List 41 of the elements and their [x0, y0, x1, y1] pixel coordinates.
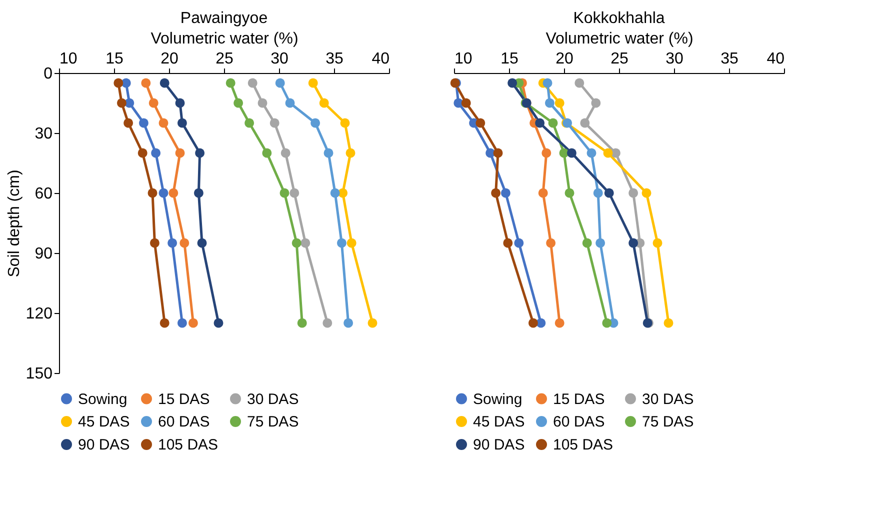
y-tick-label: 0: [44, 66, 53, 82]
x-axis-title: Volumetric water (%): [150, 30, 298, 48]
x-tick-label: 30: [666, 50, 684, 68]
x-tick-label: 15: [500, 50, 518, 68]
y-tick-label: 120: [26, 306, 53, 322]
y-tick-label: 150: [26, 366, 53, 382]
legend-label: 45 DAS: [473, 414, 525, 430]
legend-label: 60 DAS: [553, 414, 605, 430]
legend-label: 30 DAS: [642, 390, 694, 408]
legend-label: 15 DAS: [553, 390, 605, 408]
y-tick-label: 30: [34, 126, 53, 142]
chart-title: Kokkokhahla: [573, 10, 665, 27]
y-axis-title: Soil depth (cm): [6, 170, 23, 278]
x-tick-label: 10: [60, 50, 78, 68]
legend-label: 90 DAS: [78, 436, 130, 454]
x-tick-label: 30: [270, 50, 288, 68]
x-tick-label: 40: [766, 50, 785, 68]
chart-title: Pawaingyoe: [180, 10, 268, 27]
legend-label: 60 DAS: [158, 414, 210, 430]
x-tick-label: 35: [326, 50, 344, 68]
x-tick-label: 20: [160, 50, 178, 68]
legend-label: Sowing: [473, 390, 522, 408]
x-tick-label: 20: [556, 50, 574, 68]
legend-label: 30 DAS: [247, 390, 299, 408]
x-tick-label: 25: [610, 50, 628, 68]
x-tick-label: 40: [372, 50, 390, 68]
legend-label: 45 DAS: [78, 414, 130, 430]
x-axis-title: Volumetric water (%): [546, 30, 694, 48]
legend-label: 90 DAS: [473, 436, 525, 454]
legend-label: 75 DAS: [642, 414, 694, 430]
x-tick-label: 10: [454, 50, 472, 68]
x-tick-label: 25: [216, 50, 234, 68]
x-tick-label: 15: [106, 50, 124, 68]
legend-label: 105 DAS: [158, 436, 218, 454]
x-tick-label: 35: [720, 50, 738, 68]
legend-label: 15 DAS: [158, 390, 210, 408]
legend-label: Sowing: [78, 390, 128, 408]
legend-label: 105 DAS: [553, 436, 614, 454]
y-tick-label: 60: [34, 186, 53, 202]
legend-label: 75 DAS: [247, 414, 299, 430]
y-tick-label: 90: [34, 246, 53, 262]
